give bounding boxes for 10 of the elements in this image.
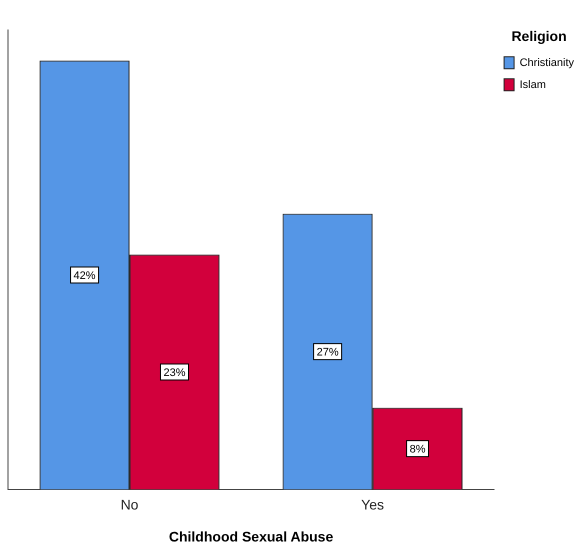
data-label: 42% <box>74 270 96 282</box>
x-tick-label: No <box>120 496 139 513</box>
data-label: 27% <box>316 346 339 359</box>
x-tick-label: Yes <box>361 496 384 513</box>
data-label: 8% <box>410 444 426 456</box>
legend-label: Christianity <box>520 56 574 69</box>
legend-label: Islam <box>520 78 546 91</box>
data-label: 23% <box>163 367 186 380</box>
legend-title: Religion <box>511 28 567 44</box>
x-axis-title: Childhood Sexual Abuse <box>168 528 334 544</box>
